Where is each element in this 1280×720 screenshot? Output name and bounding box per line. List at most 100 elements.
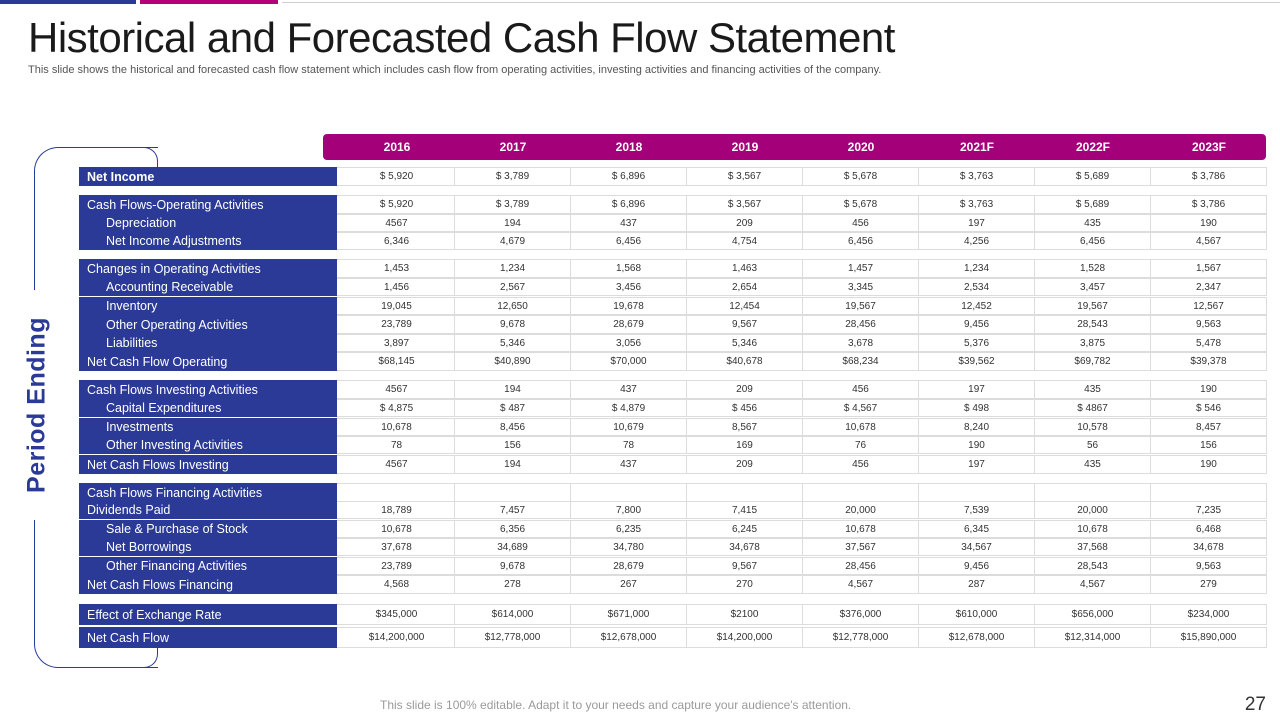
table-cell: 8,567: [687, 418, 803, 436]
table-row: Depreciation 4567 194 437 209 456 197 435 190: [79, 214, 1267, 232]
table-cell: 435: [1035, 214, 1151, 232]
table-cell: 1,463: [687, 259, 803, 278]
table-cell: $ 456: [687, 399, 803, 417]
table-row: Cash Flows-Operating Activities $ 5,920 $ …: [79, 195, 1267, 214]
table-cell: $ 5,689: [1035, 167, 1151, 186]
table-cell: 9,678: [455, 557, 571, 575]
table-cell: 4,256: [919, 232, 1035, 250]
row-divider: [337, 259, 1266, 260]
table-cell: 4,568: [339, 575, 455, 594]
table-cell: 1,234: [919, 259, 1035, 278]
table-cell: 1,528: [1035, 259, 1151, 278]
page-number: 27: [1244, 694, 1266, 715]
table-cell: $ 3,789: [455, 167, 571, 186]
table-cell: 10,678: [803, 520, 919, 538]
table-row: Changes in Operating Activities 1,453 1,23…: [79, 259, 1267, 278]
row-divider: [337, 231, 1266, 232]
row-divider: [337, 435, 1266, 436]
table-cell: 10,679: [571, 418, 687, 436]
table-cell: 5,376: [919, 334, 1035, 352]
table-cell: 456: [803, 380, 919, 399]
table-cell: $ 546: [1151, 399, 1267, 417]
table-cell: 4,567: [1151, 232, 1267, 250]
row-divider: [337, 455, 1266, 456]
row-divider: [337, 399, 1266, 400]
row-label: Depreciation: [79, 214, 337, 232]
table-cell: 437: [571, 380, 687, 399]
table-cell: 37,568: [1035, 538, 1151, 556]
table-cell: $ 4,567: [803, 399, 919, 417]
table-row: Liabilities 3,897 5,346 3,056 5,346 3,678 5,37…: [79, 334, 1267, 352]
row-divider: [337, 195, 1266, 196]
table-cell: 437: [571, 455, 687, 474]
year-header-cell: 2016: [383, 140, 411, 154]
table-cell: 169: [687, 436, 803, 454]
table-cell: $614,000: [455, 604, 571, 625]
table-cell: 4,567: [803, 575, 919, 594]
year-header-cell: 2022F: [1075, 140, 1111, 154]
row-divider: [337, 520, 1266, 521]
row-divider: [337, 185, 1266, 186]
row-divider: [337, 574, 1266, 575]
table-cell: $70,000: [571, 352, 687, 371]
table-cell: $15,890,000: [1151, 627, 1267, 648]
table-cell: 6,345: [919, 520, 1035, 538]
row-divider: [337, 647, 1266, 648]
table-cell: 4567: [339, 455, 455, 474]
row-divider: [337, 278, 1266, 279]
row-label: Net Cash Flows Investing: [79, 455, 337, 474]
row-label: Net Cash Flows Financing: [79, 575, 337, 594]
row-label: Capital Expenditures: [79, 399, 337, 417]
table-cell: 10,678: [803, 418, 919, 436]
table-cell: 34,678: [1151, 538, 1267, 556]
year-header-cell: 2021F: [959, 140, 995, 154]
table-cell: 28,543: [1035, 557, 1151, 575]
row-divider: [337, 418, 1266, 419]
table-cell: 37,567: [803, 538, 919, 556]
table-cell: $ 3,763: [919, 167, 1035, 186]
row-divider: [337, 351, 1266, 352]
row-divider: [337, 297, 1266, 298]
table-cell: 197: [919, 214, 1035, 232]
table-cell: $12,314,000: [1035, 627, 1151, 648]
table-cell: 9,567: [687, 557, 803, 575]
table-cell: [687, 483, 803, 502]
row-label: Investments: [79, 418, 337, 436]
table-cell: $40,678: [687, 352, 803, 371]
row-divider: [337, 334, 1266, 335]
table-cell: 37,678: [339, 538, 455, 556]
year-header-cell: 2020: [847, 140, 875, 154]
row-divider: [337, 295, 1266, 296]
period-ending-label: Period Ending: [22, 317, 51, 493]
table-cell: 19,678: [571, 297, 687, 315]
table-cell: [339, 483, 455, 502]
table-cell: 12,650: [455, 297, 571, 315]
table-cell: $ 3,567: [687, 167, 803, 186]
table-cell: $ 3,789: [455, 195, 571, 214]
row-label: Dividends Paid: [79, 501, 337, 519]
table-cell: $68,234: [803, 352, 919, 371]
table-cell: 5,478: [1151, 334, 1267, 352]
row-label: Cash Flows Investing Activities: [79, 380, 337, 399]
table-cell: 12,452: [919, 297, 1035, 315]
table-cell: 6,346: [339, 232, 455, 250]
table-cell: $ 5,689: [1035, 195, 1151, 214]
table-cell: 3,678: [803, 334, 919, 352]
table-cell: $12,778,000: [803, 627, 919, 648]
table-cell: 9,563: [1151, 557, 1267, 575]
table-cell: 5,346: [687, 334, 803, 352]
table-cell: 6,456: [1035, 232, 1151, 250]
row-divider: [337, 483, 1266, 484]
table-cell: $12,778,000: [455, 627, 571, 648]
row-divider: [337, 370, 1266, 371]
table-cell: 7,415: [687, 501, 803, 519]
table-cell: 6,468: [1151, 520, 1267, 538]
row-label: Cash Flows Financing Activities: [79, 483, 337, 502]
row-divider: [337, 167, 1266, 168]
footer-note: This slide is 100% editable. Adapt it to…: [380, 698, 852, 712]
table-cell: 4567: [339, 380, 455, 399]
table-cell: $ 5,678: [803, 195, 919, 214]
table-cell: $ 4,879: [571, 399, 687, 417]
row-label: Cash Flows-Operating Activities: [79, 195, 337, 214]
table-cell: $345,000: [339, 604, 455, 625]
